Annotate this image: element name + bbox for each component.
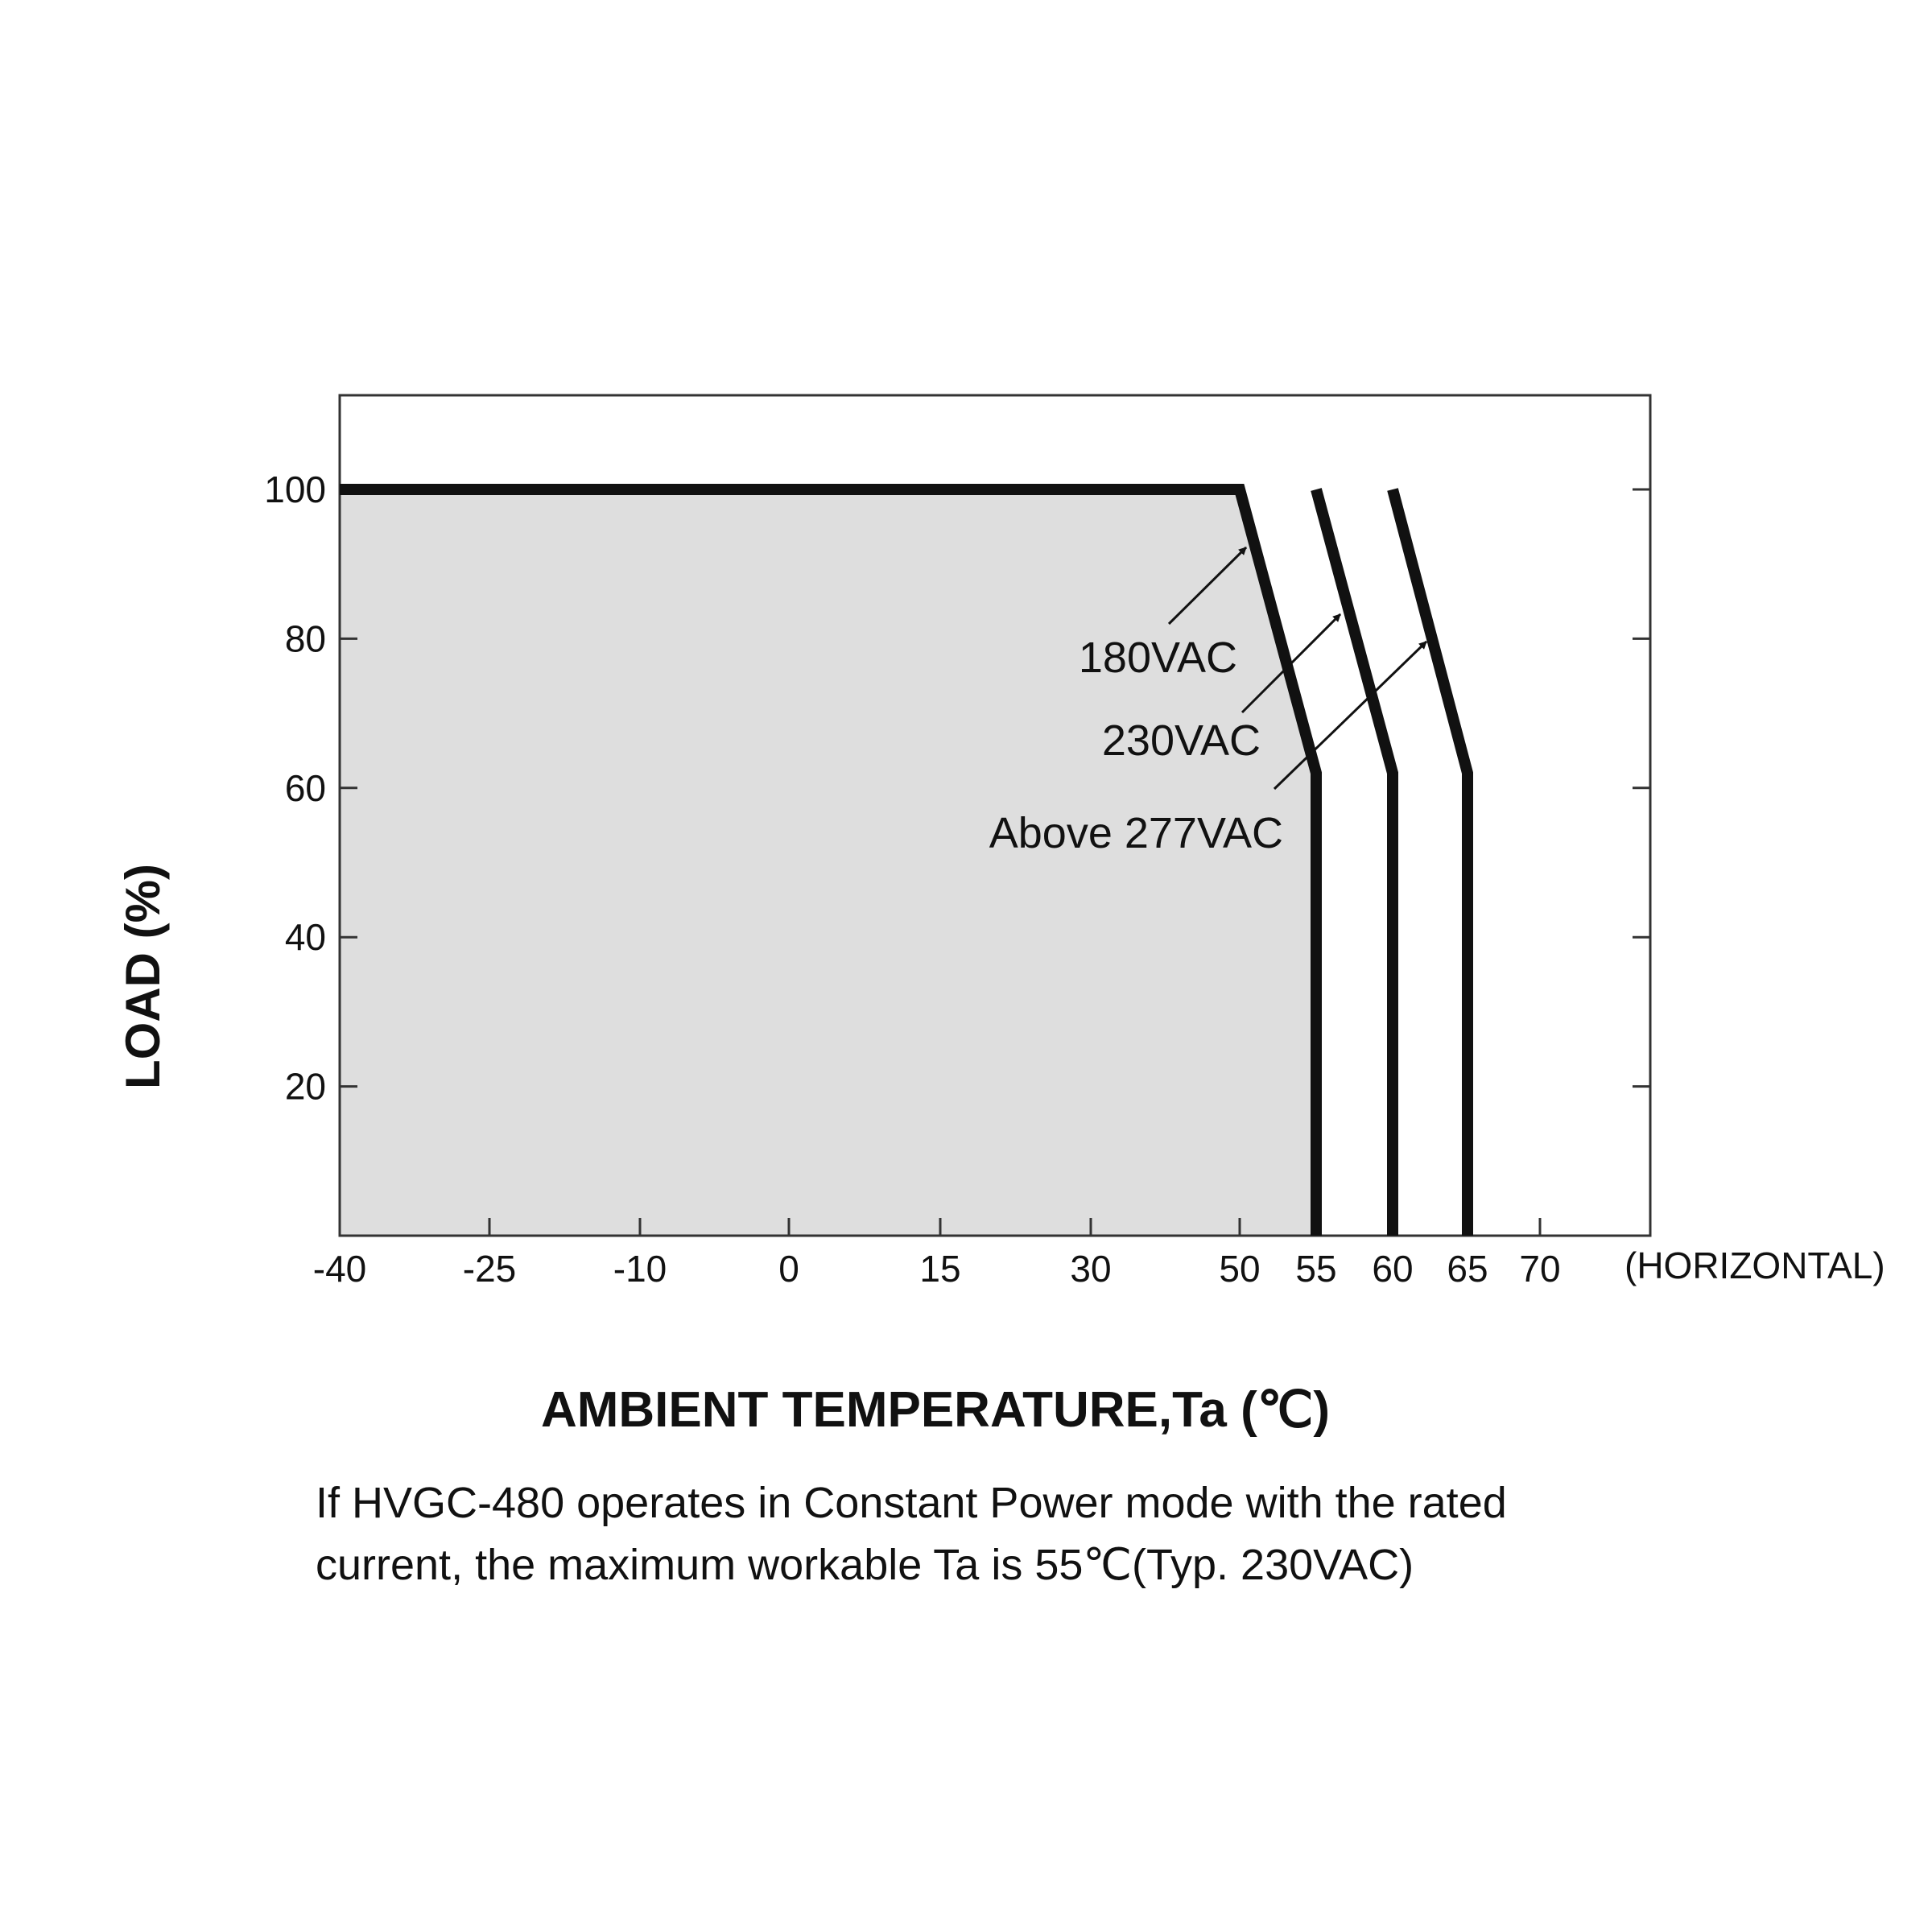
note-line-1: If HVGC-480 operates in Constant Power m… bbox=[316, 1479, 1507, 1527]
x-axis-title: AMBIENT TEMPERATURE,Ta (℃) bbox=[541, 1382, 1330, 1438]
x-tick-label: -10 bbox=[613, 1248, 667, 1290]
series-leader-0 bbox=[1167, 546, 1248, 625]
x-tick-label: 0 bbox=[778, 1248, 799, 1290]
series-leader-1 bbox=[1241, 613, 1342, 714]
plot-frame bbox=[338, 394, 1652, 1237]
x-tick-label: -25 bbox=[463, 1248, 516, 1290]
x-tick-label: 60 bbox=[1372, 1248, 1413, 1290]
x-tick-label: -40 bbox=[313, 1248, 366, 1290]
series-line-1 bbox=[1311, 488, 1398, 1236]
y-tick-label: 60 bbox=[285, 767, 326, 809]
series-label-1: 230VAC bbox=[1102, 716, 1261, 765]
x-axis-suffix: (HORIZONTAL) bbox=[1624, 1245, 1885, 1286]
x-tick-label: 65 bbox=[1447, 1248, 1488, 1290]
note-line-2: current, the maximum workable Ta is 55℃(… bbox=[316, 1541, 1414, 1589]
x-tick-label: 15 bbox=[919, 1248, 960, 1290]
series-line-0 bbox=[340, 484, 1322, 1236]
series-leader-2 bbox=[1273, 640, 1428, 791]
series-label-2: Above 277VAC bbox=[989, 809, 1283, 857]
y-axis-title: LOAD (%) bbox=[116, 864, 170, 1089]
series-line-2 bbox=[1387, 488, 1473, 1236]
x-tick-label: 30 bbox=[1070, 1248, 1111, 1290]
y-tick-label: 80 bbox=[285, 617, 326, 659]
y-tick-label: 20 bbox=[285, 1066, 326, 1108]
y-tick-label: 100 bbox=[264, 469, 326, 510]
series-label-0: 180VAC bbox=[1079, 634, 1237, 682]
y-tick-label: 40 bbox=[285, 916, 326, 958]
x-tick-label: 70 bbox=[1519, 1248, 1560, 1290]
x-tick-label: 50 bbox=[1219, 1248, 1260, 1290]
x-tick-label: 55 bbox=[1295, 1248, 1336, 1290]
safe-operating-area bbox=[340, 489, 1316, 1236]
